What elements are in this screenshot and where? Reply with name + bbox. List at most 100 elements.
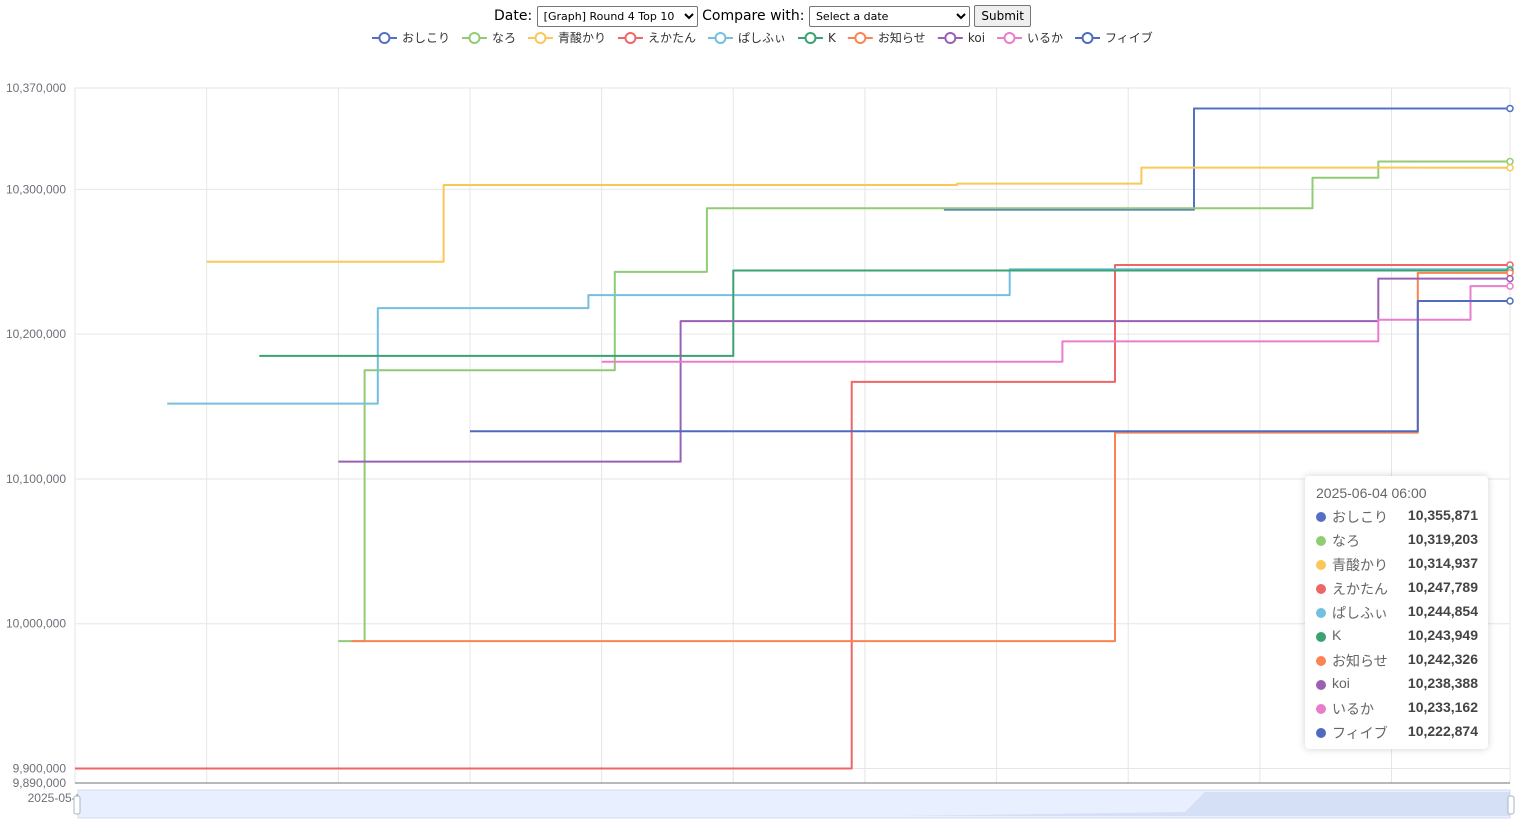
legend-swatch-marker <box>854 32 867 44</box>
tooltip-series-value: 10,243,949 <box>1407 627 1478 643</box>
legend-swatch-marker <box>1081 32 1094 44</box>
tooltip-series-dot <box>1316 632 1326 642</box>
legend-item[interactable]: K <box>797 31 837 45</box>
tooltip-row: えかたん 10,247,789 <box>1316 577 1478 599</box>
tooltip-series-name: お知らせ <box>1332 653 1388 669</box>
y-tick-label: 10,000,000 <box>6 617 66 631</box>
legend-label: koi <box>968 31 985 45</box>
compare-select[interactable]: Select a date <box>808 5 970 27</box>
tooltip-series-name: koi <box>1332 675 1350 691</box>
series-group <box>167 265 1514 405</box>
legend-swatch-marker <box>468 32 481 44</box>
series-end-point <box>1506 163 1514 172</box>
series-line <box>943 107 1510 211</box>
tooltip-series-dot <box>1316 584 1326 594</box>
series-end-point <box>1506 274 1514 283</box>
tooltip-row: なろ 10,319,203 <box>1316 529 1478 551</box>
y-tick-label: 10,300,000 <box>6 182 66 196</box>
legend-swatch-marker <box>804 32 817 44</box>
legend-item[interactable]: フィイブ <box>1075 30 1153 45</box>
legend-swatch-marker <box>534 32 547 44</box>
tooltip-row: 青酸かり 10,314,937 <box>1316 553 1478 575</box>
tooltip-title: 2025-06-04 06:00 <box>1316 485 1427 501</box>
legend-item[interactable]: いるか <box>997 31 1063 45</box>
series-end-point <box>1506 157 1514 166</box>
legend-item[interactable]: なろ <box>461 31 516 45</box>
series-group <box>338 274 1514 463</box>
legend-label: K <box>828 31 837 45</box>
legend-label: ぱしふぃ <box>738 31 786 45</box>
legend-item[interactable]: koi <box>937 31 985 45</box>
zoom-data-shadow <box>78 792 1510 816</box>
submit-button[interactable]: Submit <box>974 5 1031 27</box>
data-zoom-slider[interactable] <box>73 789 1515 819</box>
controls-bar: Date: [Graph] Round 4 Top 10 Compare wit… <box>0 5 1525 27</box>
series-line <box>167 268 1510 405</box>
legend-label: 青酸かり <box>558 30 606 45</box>
tooltip-series-name: えかたん <box>1332 581 1388 597</box>
legend-item[interactable]: おしこり <box>371 31 450 45</box>
legend-swatch-marker <box>624 32 637 44</box>
y-tick-label: 9,900,000 <box>13 762 67 776</box>
tooltip-series-dot <box>1316 536 1326 546</box>
legend-label: おしこり <box>402 31 450 45</box>
legend-swatch-marker <box>714 32 727 44</box>
series-end-point <box>1506 282 1514 290</box>
tooltip-series-value: 10,355,871 <box>1407 507 1478 523</box>
legend-item[interactable]: ぱしふぃ <box>707 31 786 45</box>
tooltip-series-value: 10,242,326 <box>1407 651 1478 667</box>
series-group <box>259 266 1514 357</box>
tooltip-row: フィイブ 10,222,874 <box>1316 721 1478 743</box>
series-line <box>206 166 1511 263</box>
tooltip-series-value: 10,314,937 <box>1407 555 1478 571</box>
tooltip-series-name: フィイブ <box>1332 725 1388 741</box>
series-line <box>601 285 1510 363</box>
series-group <box>943 104 1514 211</box>
legend-label: いるか <box>1027 31 1063 45</box>
y-tick-label: 10,370,000 <box>6 81 66 95</box>
legend: おしこり なろ 青酸かり えかたん ぱしふぃ K お知らせ koi いるか フィイブ <box>371 30 1153 45</box>
legend-item[interactable]: 青酸かり <box>527 30 606 45</box>
tooltip-row: おしこり 10,355,871 <box>1316 505 1478 527</box>
tooltip-series-value: 10,238,388 <box>1407 675 1478 691</box>
series-line <box>470 300 1510 433</box>
tooltip-series-name: 青酸かり <box>1332 557 1388 573</box>
series-lines <box>75 104 1514 770</box>
tooltip-series-dot <box>1316 608 1326 618</box>
legend-swatch-marker <box>378 32 391 44</box>
y-tick-label: 10,200,000 <box>6 327 66 341</box>
y-tick-label: 9,890,000 <box>13 776 67 790</box>
legend-label: えかたん <box>648 31 696 45</box>
legend-item[interactable]: お知らせ <box>847 31 926 45</box>
zoom-handle-left[interactable] <box>73 795 81 815</box>
series-line <box>338 160 1510 643</box>
legend-swatch-marker <box>1003 32 1016 44</box>
legend-label: なろ <box>492 31 516 45</box>
series-line <box>351 271 1510 643</box>
tooltip-series-name: おしこり <box>1332 509 1388 525</box>
tooltip-series-dot <box>1316 680 1326 690</box>
date-select[interactable]: [Graph] Round 4 Top 10 <box>536 5 698 27</box>
tooltip-series-value: 10,319,203 <box>1407 531 1478 547</box>
series-group <box>601 282 1514 363</box>
date-label: Date: <box>494 8 533 24</box>
tooltip-series-dot <box>1316 728 1326 738</box>
tooltip-series-name: いるか <box>1332 701 1374 717</box>
legend-label: お知らせ <box>878 31 926 45</box>
series-line <box>259 269 1510 357</box>
tooltip-series-dot <box>1316 704 1326 714</box>
series-line <box>75 264 1510 770</box>
tooltip-row: いるか 10,233,162 <box>1316 697 1478 719</box>
y-tick-label: 10,100,000 <box>6 472 66 486</box>
tooltip-series-value: 10,222,874 <box>1407 723 1478 739</box>
zoom-handle-right[interactable] <box>1507 795 1515 815</box>
legend-item[interactable]: えかたん <box>617 31 696 45</box>
series-group <box>206 163 1514 263</box>
tooltip-series-value: 10,247,789 <box>1407 579 1478 595</box>
series-end-point <box>1506 297 1514 305</box>
tooltip-series-name: ぱしふぃ <box>1332 605 1388 621</box>
tooltip-series-dot <box>1316 512 1326 522</box>
tooltip-series-value: 10,233,162 <box>1407 699 1478 715</box>
grid <box>74 87 1511 784</box>
